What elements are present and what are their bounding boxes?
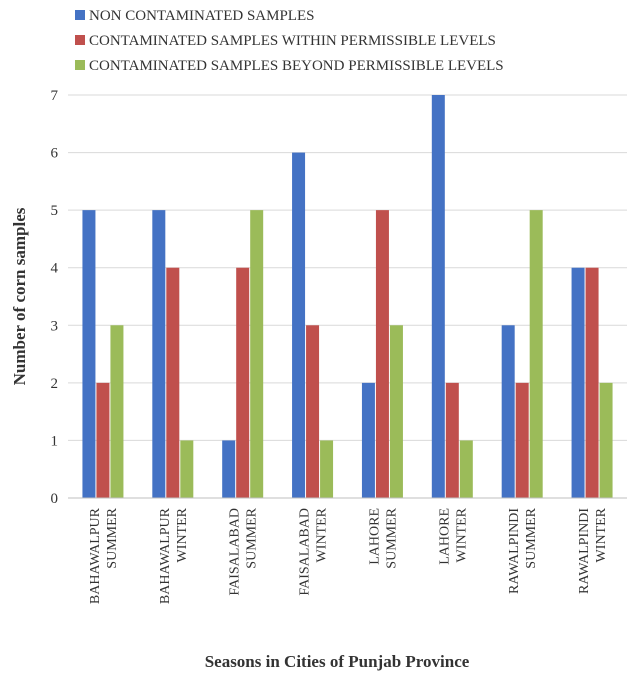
legend-swatch <box>75 35 85 45</box>
bar <box>501 325 515 498</box>
bar <box>389 325 403 498</box>
bar <box>110 325 124 498</box>
bars <box>82 95 613 499</box>
bar <box>96 382 110 498</box>
y-axis-title: Number of corn samples <box>10 207 29 385</box>
legend-label: NON CONTAMINATED SAMPLES <box>89 8 314 24</box>
bar <box>236 267 250 498</box>
bar <box>515 382 529 498</box>
bar <box>361 382 375 498</box>
gridlines <box>68 94 627 441</box>
x-tick-label: RAWALPINDI WINTER <box>577 507 609 594</box>
legend-label: CONTAMINATED SAMPLES BEYOND PERMISSIBLE … <box>89 58 504 74</box>
x-tick-label: BAHAWALPUR WINTER <box>158 507 190 604</box>
legend-item: NON CONTAMINATED SAMPLES <box>75 8 314 24</box>
bar <box>82 210 96 498</box>
legend-label: CONTAMINATED SAMPLES WITHIN PERMISSIBLE … <box>89 33 496 49</box>
y-tick-label: 0 <box>51 491 59 507</box>
y-tick-label: 3 <box>51 318 59 334</box>
bar <box>529 210 543 498</box>
y-tick-label: 4 <box>51 261 59 277</box>
bar <box>180 440 194 498</box>
legend-swatch <box>75 60 85 70</box>
x-tick-label: FAISALABAD WINTER <box>298 507 330 595</box>
x-tick-label: LAHORE SUMMER <box>367 507 399 568</box>
y-tick-label: 7 <box>51 88 59 104</box>
x-tick-label: FAISALABAD SUMMER <box>228 507 260 595</box>
legend: NON CONTAMINATED SAMPLES CONTAMINATED SAM… <box>75 8 504 74</box>
x-tick-label: RAWALPINDI SUMMER <box>507 507 539 594</box>
bar <box>292 152 306 499</box>
bar <box>320 440 334 498</box>
bar <box>222 440 236 498</box>
y-tick-label: 1 <box>51 433 59 449</box>
legend-item: CONTAMINATED SAMPLES BEYOND PERMISSIBLE … <box>75 58 504 74</box>
bar <box>571 267 585 498</box>
bar <box>375 210 389 498</box>
bar <box>306 325 320 498</box>
y-tick-label: 2 <box>51 376 59 392</box>
bar <box>445 382 459 498</box>
legend-item: CONTAMINATED SAMPLES WITHIN PERMISSIBLE … <box>75 33 496 49</box>
y-tick-label: 6 <box>51 146 59 162</box>
bar <box>599 382 613 498</box>
bar <box>585 267 599 498</box>
legend-swatch <box>75 10 85 20</box>
x-axis-title: Seasons in Cities of Punjab Province <box>205 652 470 671</box>
x-axis-ticks: BAHAWALPUR SUMMER BAHAWALPUR WINTER FAISALAB… <box>88 507 609 604</box>
y-axis-ticks: 0 1 2 3 4 5 6 7 <box>51 88 59 507</box>
bar <box>459 440 473 498</box>
bar <box>152 210 166 498</box>
bar <box>166 267 180 498</box>
x-tick-label: LAHORE WINTER <box>437 507 469 564</box>
y-tick-label: 5 <box>51 203 59 219</box>
x-tick-label: BAHAWALPUR SUMMER <box>88 507 120 604</box>
bar <box>250 210 264 498</box>
bar <box>431 95 445 498</box>
